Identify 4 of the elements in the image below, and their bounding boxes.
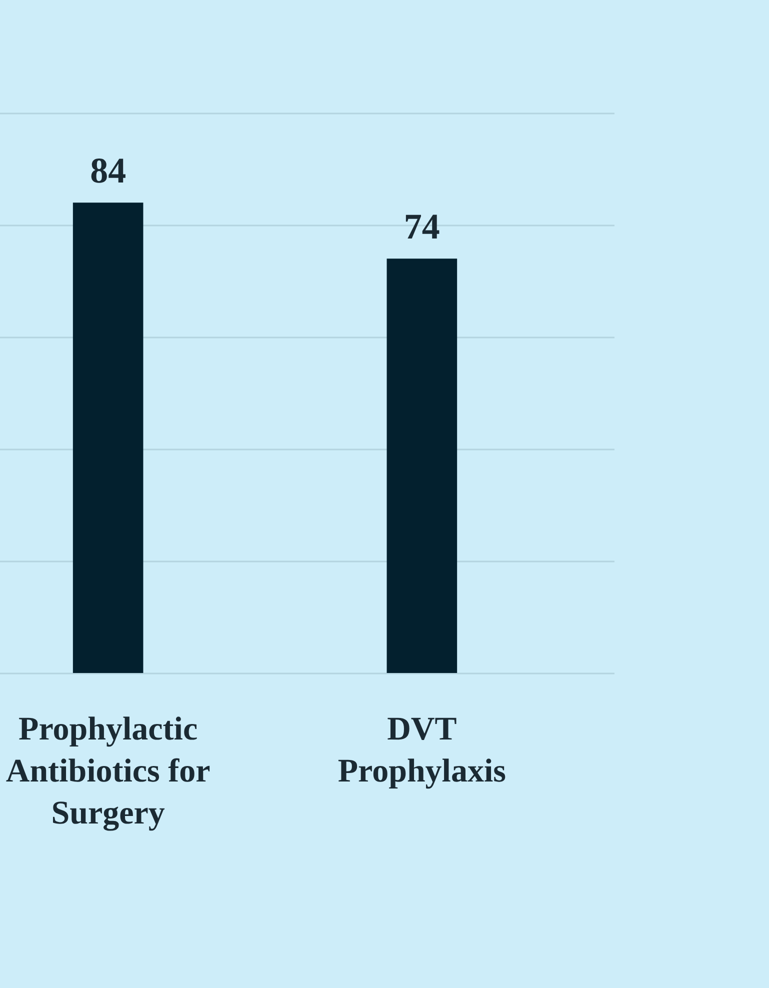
- x-tick-label: DVT Prophylaxis: [338, 712, 506, 790]
- x-tick-label: Prophylactic Antibiotics for Surgery: [6, 712, 210, 832]
- data-label: 84: [90, 150, 126, 191]
- data-label: 74: [404, 206, 440, 247]
